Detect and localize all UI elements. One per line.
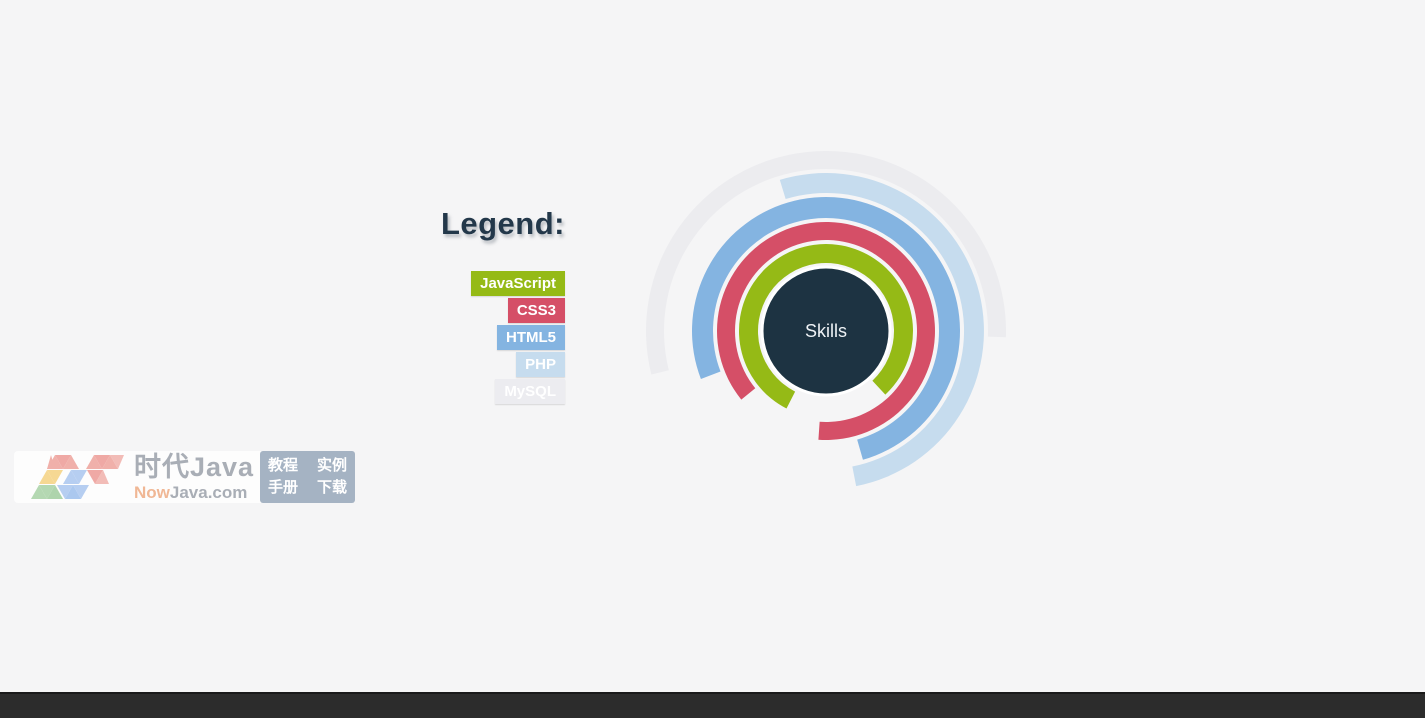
nowjava-nav-box: 教程 实例 手册 下载 [260, 451, 355, 503]
skills-chart-svg: Skills [645, 150, 1006, 487]
legend-items: JavaScript CSS3 HTML5 PHP MySQL [265, 271, 565, 404]
legend-item-javascript: JavaScript [471, 271, 565, 296]
nowjava-subtitle: NowJava.com [134, 484, 254, 501]
nav-tutorials-link[interactable]: 教程 [268, 457, 299, 474]
legend-row: MySQL [265, 379, 565, 404]
nowjava-logo[interactable]: 时代Java NowJava.com 教程 实例 手册 下载 [14, 451, 355, 503]
nowjava-triangles-icon [31, 455, 124, 499]
legend-item-css3: CSS3 [507, 298, 565, 323]
nowjava-subtitle-rest: Java.com [169, 482, 248, 502]
skills-chart: Skills [626, 131, 1026, 531]
nowjava-subtitle-now: Now [134, 482, 170, 502]
nav-manual-link[interactable]: 手册 [268, 479, 299, 496]
nowjava-logo-text: 时代Java NowJava.com [134, 451, 255, 501]
footer-bar [0, 692, 1425, 718]
legend-row: CSS3 [265, 298, 565, 323]
legend-title: Legend: [440, 206, 565, 241]
legend-row: HTML5 [265, 325, 565, 350]
legend-item-html5: HTML5 [497, 325, 565, 350]
legend: Legend: JavaScript CSS3 HTML5 PHP MySQL [265, 205, 565, 406]
legend-row: PHP [265, 352, 565, 377]
legend-item-mysql: MySQL [495, 379, 565, 404]
nowjava-title: 时代Java [134, 451, 255, 482]
legend-row: JavaScript [265, 271, 565, 296]
chart-center-circle [760, 265, 892, 397]
nav-download-link[interactable]: 下载 [316, 479, 347, 496]
nav-examples-link[interactable]: 实例 [316, 457, 347, 474]
chart-center-label: Skills [805, 321, 847, 341]
legend-item-php: PHP [516, 352, 565, 377]
